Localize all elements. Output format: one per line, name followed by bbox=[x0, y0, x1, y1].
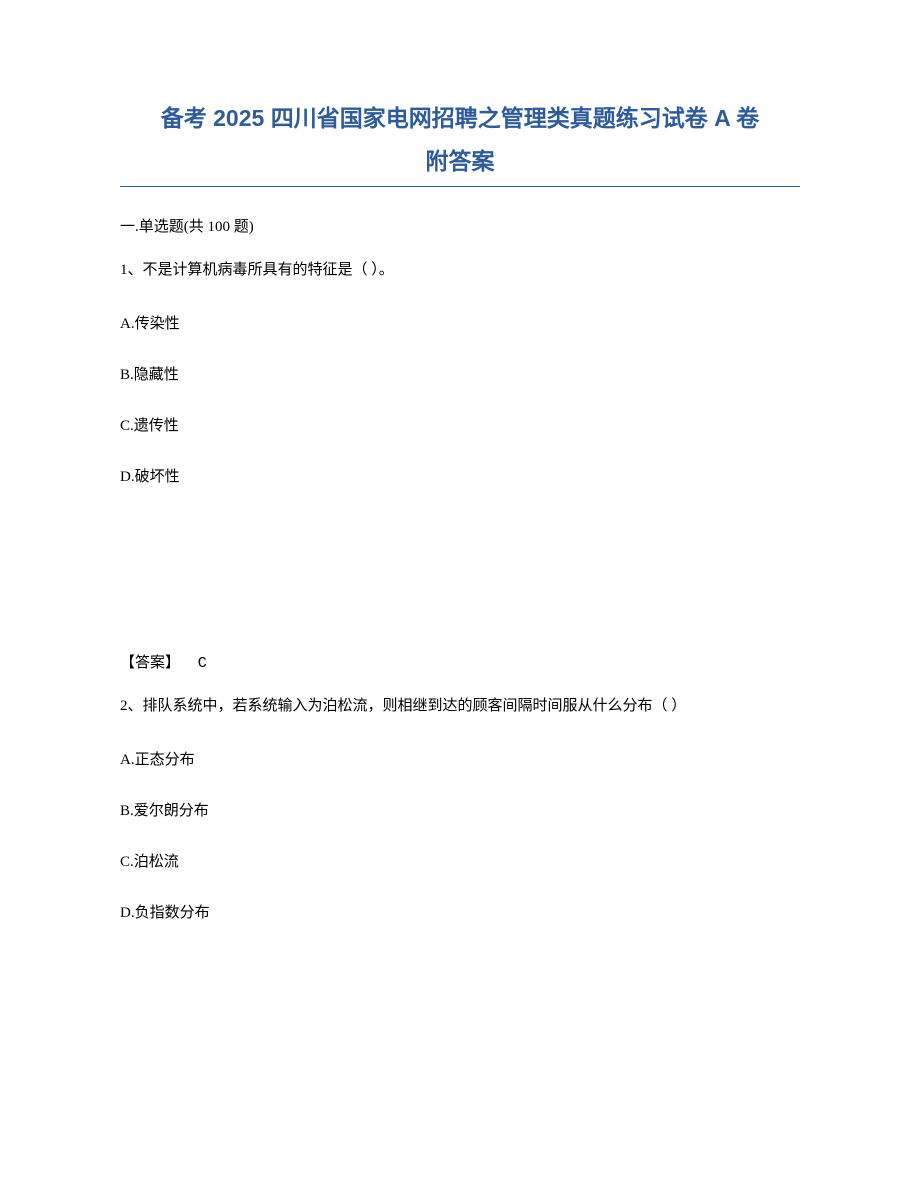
document-title-line2: 附答案 bbox=[120, 143, 800, 180]
question-2-option-d: D.负指数分布 bbox=[120, 901, 800, 922]
answer-label: 【答案】 bbox=[120, 655, 180, 671]
question-2-option-b: B.爱尔朗分布 bbox=[120, 799, 800, 820]
question-1-option-a: A.传染性 bbox=[120, 312, 800, 333]
title-underline bbox=[120, 186, 800, 187]
answer-value: C bbox=[198, 655, 207, 672]
question-2-option-a: A.正态分布 bbox=[120, 748, 800, 769]
question-1-option-c: C.遗传性 bbox=[120, 414, 800, 435]
question-1-answer: 【答案】 C bbox=[120, 651, 800, 672]
document-title-line1: 备考 2025 四川省国家电网招聘之管理类真题练习试卷 A 卷 bbox=[120, 100, 800, 137]
section-header: 一.单选题(共 100 题) bbox=[120, 215, 800, 236]
question-2-option-c: C.泊松流 bbox=[120, 850, 800, 871]
question-1-option-d: D.破坏性 bbox=[120, 465, 800, 486]
question-1-text: 1、不是计算机病毒所具有的特征是（ ）。 bbox=[120, 258, 800, 282]
question-1-option-b: B.隐藏性 bbox=[120, 363, 800, 384]
question-2-text: 2、排队系统中，若系统输入为泊松流，则相继到达的顾客间隔时间服从什么分布（ ） bbox=[120, 694, 800, 718]
